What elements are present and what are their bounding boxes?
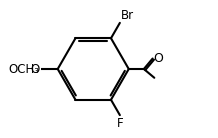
Text: F: F (117, 117, 123, 130)
Text: O: O (30, 63, 39, 75)
Text: O: O (154, 52, 164, 65)
Text: OCH₃: OCH₃ (8, 63, 39, 75)
Text: Br: Br (121, 9, 134, 22)
